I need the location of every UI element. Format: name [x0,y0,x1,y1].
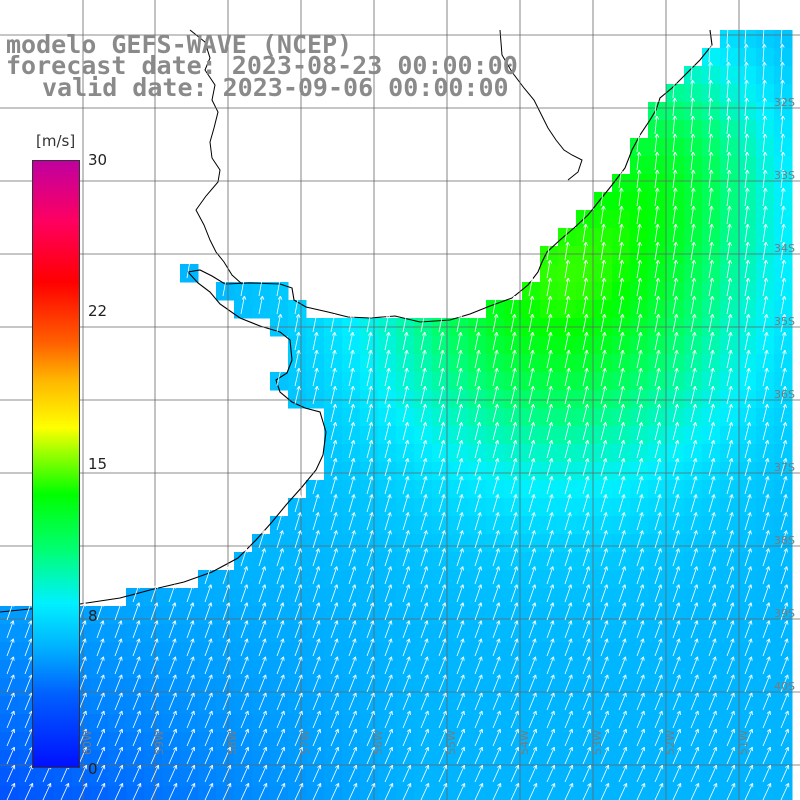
lat-label: 39S [774,607,795,620]
longitude-labels: 60W 59W 58W 57W 56W 55W 54W 53W 52W 51W [81,730,750,755]
colorbar-tick-30: 30 [88,151,108,169]
lat-label: 35S [774,315,795,328]
colorbar-tick-8: 8 [88,607,98,625]
lon-label: 58W [226,730,239,755]
lon-label: 59W [153,730,166,755]
lon-label: 55W [445,730,458,755]
colorbar-tick-15: 15 [88,455,108,473]
lon-label: 51W [737,730,750,755]
colorbar-tick-22: 22 [88,302,108,320]
coastline [0,29,713,613]
lon-label: 56W [372,730,385,755]
model-title: modelo GEFS-WAVE (NCEP) [6,30,353,59]
lat-label: 38S [774,534,795,547]
lon-label: 53W [591,730,604,755]
colorbar-units: [m/s] [36,132,76,150]
latitude-labels: 32S 33S 34S 35S 36S 37S 38S 39S 40S [774,96,795,693]
lat-label: 32S [774,96,795,109]
lat-label: 37S [774,461,795,474]
valid-date: valid date: 2023-09-06 00:00:00 [42,73,509,102]
lat-label: 36S [774,388,795,401]
lon-label: 52W [664,730,677,755]
lat-label: 33S [774,169,795,182]
forecast-date: forecast date: 2023-08-23 00:00:00 [6,51,518,80]
country-border [189,29,583,285]
lon-label: 54W [518,730,531,755]
wind-arrows [6,25,790,800]
colorbar [32,160,80,768]
lat-label: 40S [774,680,795,693]
lon-label: 57W [299,730,312,755]
colorbar-tick-0: 0 [88,760,98,778]
lat-label: 34S [774,242,795,255]
lon-label: 60W [81,730,94,755]
